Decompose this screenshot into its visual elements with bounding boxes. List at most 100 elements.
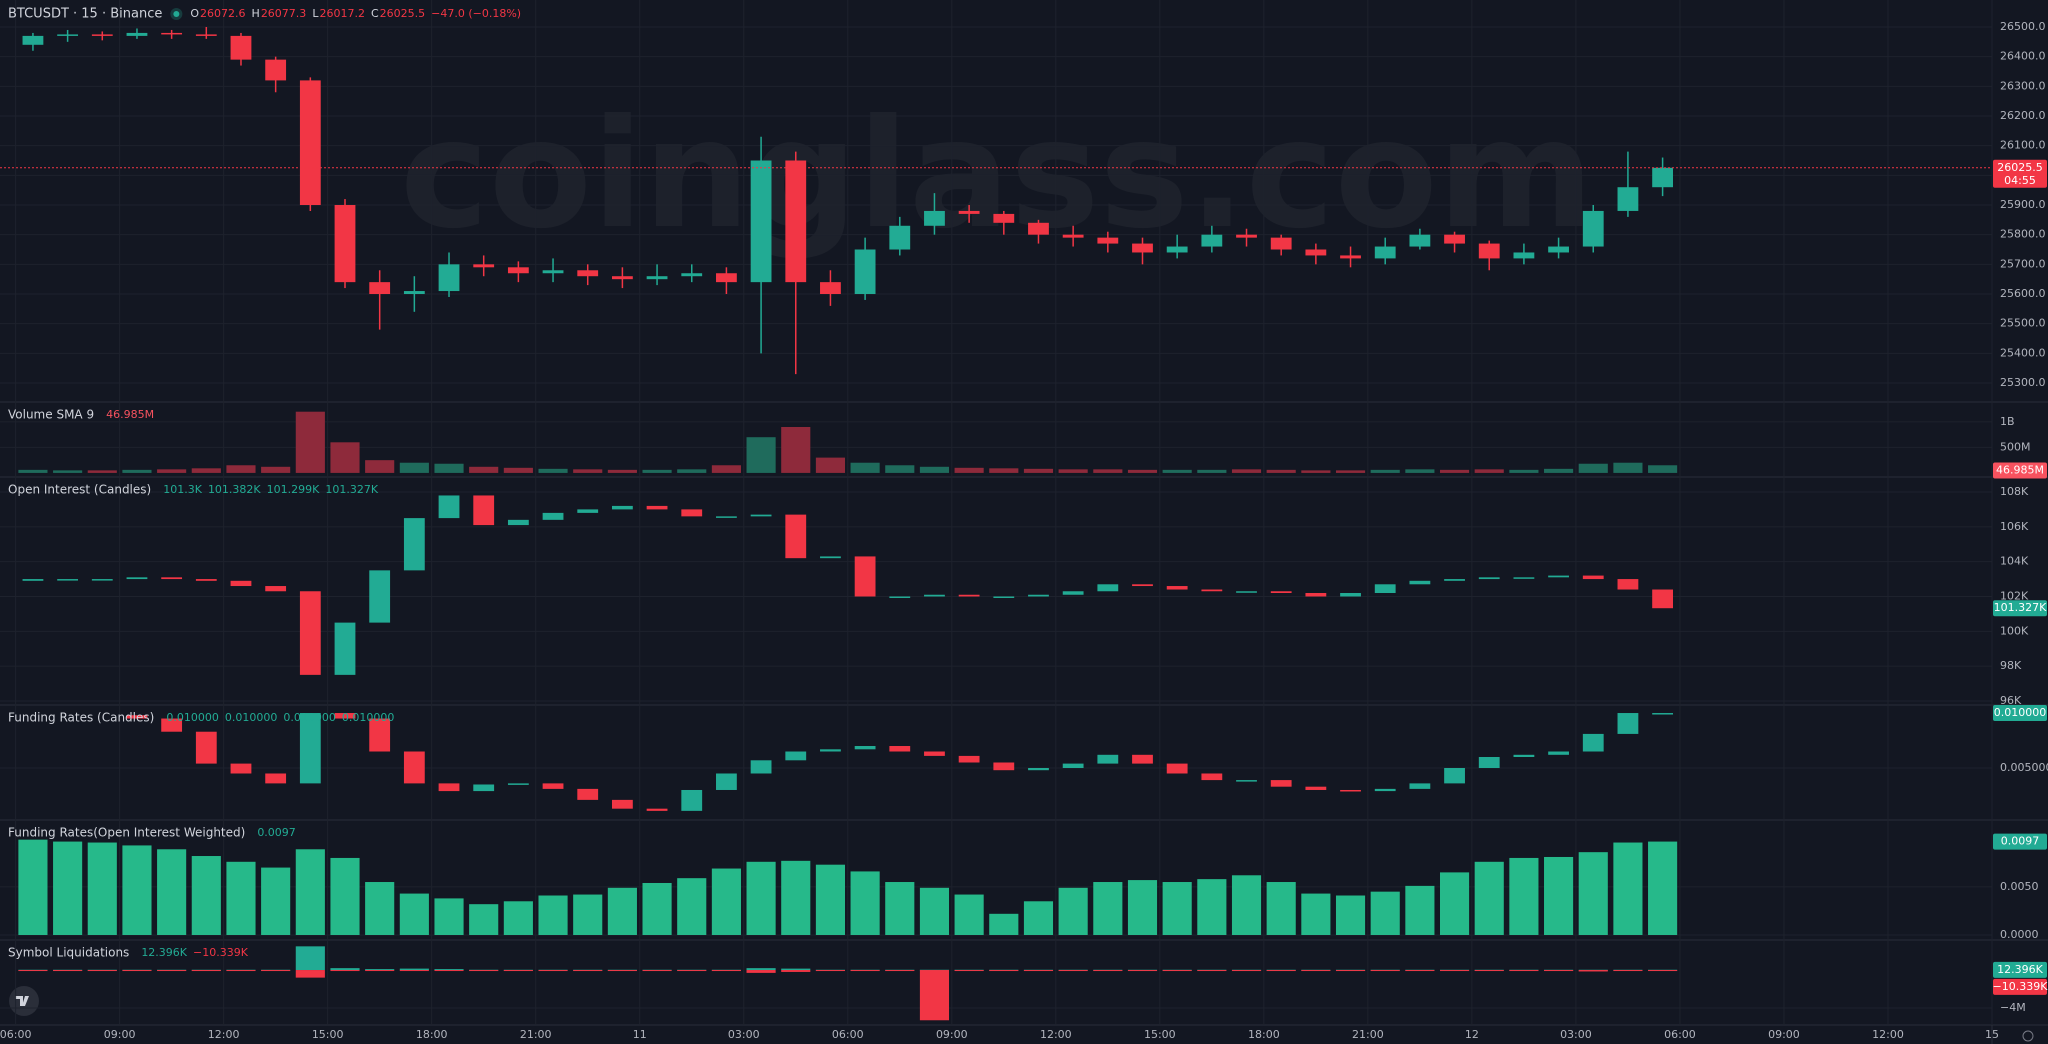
- candle-body: [195, 579, 217, 581]
- y-tick-label: 102K: [2000, 589, 2029, 602]
- x-tick-label: 21:00: [520, 1028, 552, 1041]
- candle-body: [1062, 763, 1084, 768]
- candle-body: [854, 249, 876, 295]
- bar: [1544, 856, 1574, 935]
- bar: [330, 857, 360, 935]
- candle-body: [1582, 575, 1604, 580]
- bar: [1370, 469, 1400, 473]
- x-tick-label: 06:00: [0, 1028, 31, 1041]
- bar: [1058, 887, 1088, 935]
- bar: [1405, 970, 1435, 972]
- bar: [1023, 970, 1054, 972]
- bar: [677, 878, 707, 935]
- bar: [781, 427, 811, 473]
- ohlc-key: C: [371, 7, 379, 20]
- candle-body: [1305, 593, 1327, 597]
- ohlc-key: O: [190, 7, 199, 20]
- bar: [191, 856, 221, 935]
- candle-body: [924, 210, 945, 226]
- candle-body: [1236, 591, 1257, 593]
- x-tick-label: 06:00: [832, 1028, 864, 1041]
- bar: [295, 411, 325, 473]
- candle-body: [1340, 255, 1361, 259]
- ohlc-key: H: [252, 7, 260, 20]
- candle-body: [1617, 187, 1639, 211]
- bar: [1023, 901, 1054, 935]
- legend-value: 101.327K: [325, 483, 378, 496]
- status-dot: [173, 11, 180, 17]
- candle-body: [438, 783, 460, 792]
- candle-body: [611, 276, 633, 280]
- last-value-box: [1993, 462, 2047, 479]
- last-value-box: [1993, 705, 2047, 722]
- bar: [1266, 882, 1296, 935]
- bar: [1197, 970, 1227, 972]
- bar: [330, 968, 360, 971]
- candle-body: [577, 509, 599, 513]
- last-value-label: 0.010000: [1994, 706, 2047, 719]
- bar: [677, 970, 707, 972]
- candle-body: [230, 580, 252, 587]
- y-tick-label: 106K: [2000, 520, 2029, 533]
- bar: [1578, 852, 1608, 935]
- bar: [295, 946, 325, 971]
- x-tick-label: 12:00: [1040, 1028, 1072, 1041]
- legend-value: 0.010000: [283, 711, 336, 724]
- bar: [850, 462, 880, 473]
- bar: [330, 970, 360, 972]
- candle-body: [1201, 589, 1223, 592]
- candle-body: [1478, 243, 1500, 259]
- settings-icon[interactable]: [2022, 1030, 2034, 1042]
- candle-body: [681, 509, 703, 517]
- bar: [1613, 462, 1643, 473]
- legend-value: 12.396K: [141, 946, 187, 959]
- candle-body: [507, 519, 529, 526]
- bar: [989, 970, 1019, 972]
- candle-body: [195, 731, 217, 764]
- bar: [53, 970, 83, 972]
- ohlc-value: 26025.5: [380, 7, 426, 20]
- x-tick-label: 12:00: [208, 1028, 240, 1041]
- last-value-box: [1993, 600, 2047, 617]
- bar: [1405, 469, 1435, 473]
- ohlc-value: 26077.3: [261, 7, 307, 20]
- y-tick-label: 25600.0: [2000, 287, 2046, 300]
- price-change: −47.0 (−0.18%): [431, 7, 521, 20]
- candle-body: [265, 586, 287, 592]
- y-tick-label: 26200.0: [2000, 109, 2046, 122]
- bar: [18, 970, 48, 972]
- candle-body: [958, 210, 980, 214]
- candle-body: [22, 35, 44, 45]
- candle-body: [1548, 575, 1569, 578]
- x-tick-label: 09:00: [104, 1028, 136, 1041]
- logo-mark: [15, 996, 29, 1006]
- bar: [226, 861, 256, 935]
- bar: [1474, 861, 1504, 935]
- bar: [677, 469, 707, 473]
- candle-body: [1513, 252, 1535, 259]
- candle-body: [1270, 780, 1292, 787]
- legend-value: 101.382K: [208, 483, 261, 496]
- candle-body: [334, 205, 356, 283]
- bar: [1127, 970, 1158, 972]
- candle-body: [542, 512, 564, 520]
- bar: [885, 465, 915, 473]
- candle-body: [993, 762, 1015, 771]
- candle-body: [473, 784, 495, 792]
- bar: [781, 968, 811, 971]
- candle-body: [1478, 577, 1500, 580]
- bar: [919, 887, 950, 935]
- candle-body: [1236, 780, 1257, 782]
- candle-body: [161, 32, 183, 35]
- x-tick-label: 18:00: [416, 1028, 448, 1041]
- legend-title: Symbol Liquidations: [8, 946, 129, 960]
- candle-body: [1444, 767, 1465, 784]
- candle-body: [958, 594, 980, 597]
- bar: [1335, 470, 1366, 473]
- candle-body: [1374, 584, 1396, 594]
- bar: [642, 970, 672, 972]
- labels: 06:00 09:00 12:00 15:00 18:00 21:00 11 03:00 06:…: [0, 7, 2048, 1042]
- candle-body: [785, 751, 807, 761]
- candle-body: [542, 270, 564, 274]
